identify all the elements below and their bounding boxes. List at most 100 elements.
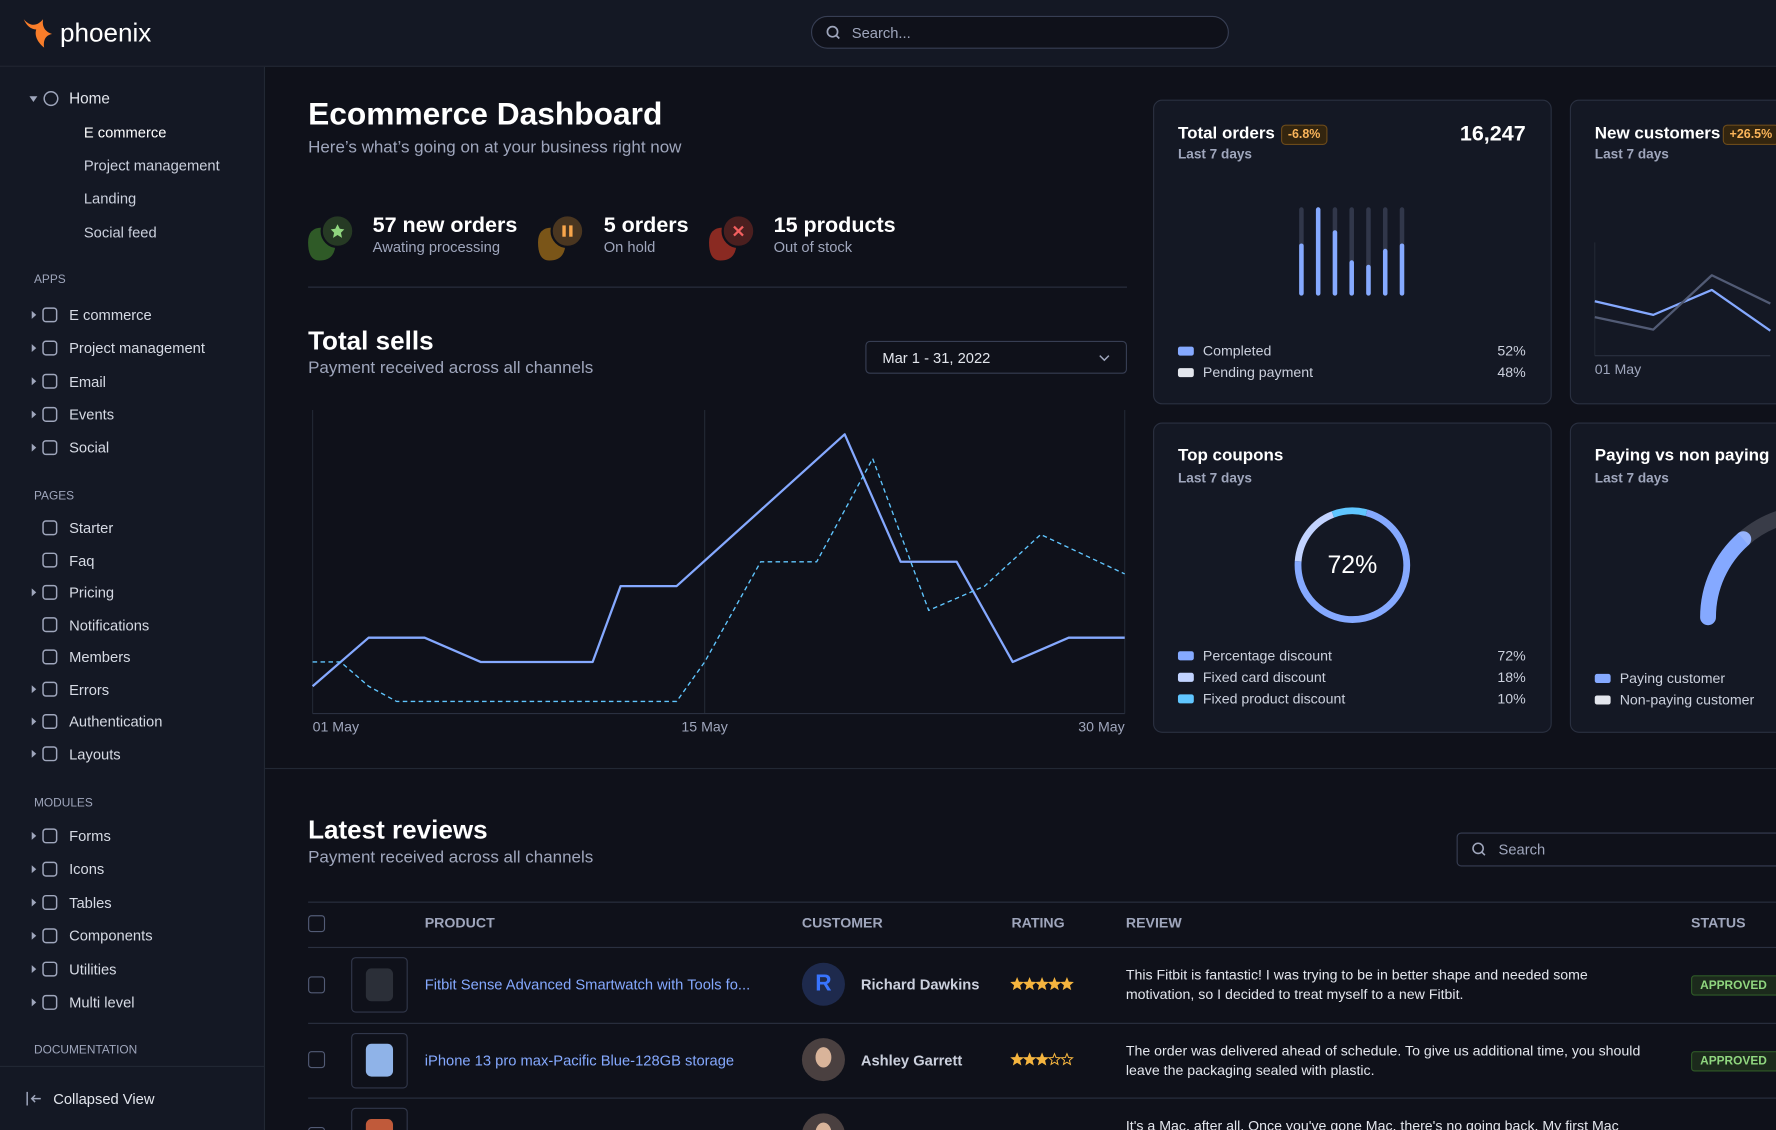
section-divider	[265, 767, 1776, 770]
date-dropdown[interactable]	[865, 340, 1127, 374]
rating-star	[1047, 977, 1062, 991]
column-header: REVIEW	[1125, 915, 1182, 932]
avatar	[801, 962, 845, 1006]
nav-item[interactable]: Events	[69, 405, 115, 423]
stat-glyph	[733, 225, 744, 237]
stat-glyph	[562, 225, 566, 237]
nav-item[interactable]: Starter	[69, 519, 114, 537]
donut-segment	[1331, 507, 1368, 518]
nav-item[interactable]: Errors	[69, 680, 110, 698]
nav-item[interactable]: Forms	[69, 827, 111, 845]
nav-item[interactable]: Utilities	[69, 960, 117, 978]
line-series	[311, 433, 1125, 688]
column-header: STATUS	[1691, 915, 1746, 932]
x-tick-label: 15 May	[681, 719, 728, 736]
nav-subitem[interactable]: Social feed	[83, 223, 157, 241]
search-box[interactable]	[810, 15, 1229, 49]
caret	[31, 898, 37, 907]
rating-star	[1035, 977, 1049, 991]
gauge-segment	[1738, 511, 1776, 546]
legend-label: Paying customer	[1619, 670, 1726, 687]
caret	[31, 717, 37, 726]
legend-value: 52%	[1497, 343, 1526, 360]
nav-icon	[42, 552, 58, 568]
review-text: This Fitbit is fantastic! I was trying t…	[1125, 967, 1588, 1003]
nav-item[interactable]: Social	[69, 439, 110, 457]
nav-subitem[interactable]: E commerce	[83, 124, 167, 142]
nav-item[interactable]: Members	[69, 648, 131, 666]
donut-segment	[1294, 511, 1335, 562]
bar	[1299, 243, 1304, 296]
nav-section-title: DOCUMENTATION	[33, 1043, 138, 1057]
product-image	[365, 1043, 394, 1077]
checkbox[interactable]	[308, 1126, 326, 1130]
bar	[1399, 243, 1405, 296]
caret	[31, 998, 37, 1007]
legend-swatch	[1594, 695, 1611, 705]
nav-item[interactable]: Pricing	[69, 583, 115, 601]
nav-item[interactable]: Faq	[69, 551, 95, 569]
legend-swatch	[1177, 368, 1194, 378]
nav-item[interactable]: Icons	[69, 860, 105, 878]
nav-item[interactable]: Project management	[69, 339, 205, 357]
collapse-button[interactable]: Collapsed View	[53, 1090, 155, 1108]
nav-subitem[interactable]: Landing	[83, 189, 137, 207]
nav-icon	[42, 340, 58, 356]
review-text: It's a Mac, after all. Once you've gone …	[1125, 1117, 1619, 1130]
caret	[31, 377, 37, 386]
section-title: Latest reviews	[308, 814, 488, 845]
nav-item[interactable]: Notifications	[69, 616, 150, 634]
nav-item[interactable]: Tables	[69, 893, 112, 911]
card	[1153, 422, 1552, 733]
card-subtitle: Last 7 days	[1594, 146, 1669, 162]
legend-label: Fixed product discount	[1202, 690, 1346, 707]
line-series	[312, 457, 1126, 703]
product-link[interactable]: Fitbit Sense Advanced Smartwatch with To…	[424, 975, 751, 993]
page-title: Ecommerce Dashboard	[308, 96, 663, 132]
table-line	[308, 901, 1776, 903]
caret	[31, 344, 37, 353]
card	[1569, 99, 1776, 405]
legend-value: 48%	[1497, 364, 1526, 381]
rating-star	[1010, 977, 1025, 991]
section-subtitle: Payment received across all channels	[308, 358, 594, 378]
x-tick-label: 01 May	[312, 719, 360, 736]
checkbox[interactable]	[308, 1051, 326, 1069]
product-image	[365, 968, 394, 1002]
nav-item[interactable]: Home	[69, 90, 110, 108]
caret	[31, 310, 37, 319]
nav-icon	[42, 406, 58, 422]
gauge-segment	[1700, 531, 1752, 626]
nav-icon	[42, 520, 58, 536]
caret	[31, 749, 37, 758]
nav-subitem[interactable]: Project management	[83, 156, 220, 174]
rating-star	[1035, 1052, 1049, 1066]
nav-icon	[42, 861, 58, 877]
stat-glyph	[330, 224, 345, 238]
donut-segment	[1294, 509, 1411, 623]
donut-center-label: 72%	[1327, 550, 1378, 579]
rating-star	[1047, 1052, 1062, 1066]
nav-item[interactable]: Components	[69, 927, 153, 945]
product-link[interactable]: iPhone 13 pro max-Pacific Blue-128GB sto…	[424, 1051, 735, 1069]
review-search[interactable]	[1456, 832, 1776, 867]
row-line	[308, 1022, 1776, 1024]
rating-star	[1060, 977, 1074, 991]
checkbox[interactable]	[308, 975, 326, 993]
nav-item[interactable]: Multi level	[69, 993, 135, 1011]
checkbox[interactable]	[308, 915, 326, 933]
avatar-face	[815, 1047, 832, 1068]
line-series	[1594, 274, 1771, 331]
nav-item[interactable]: Layouts	[69, 745, 121, 763]
nav-item[interactable]: E commerce	[69, 306, 152, 324]
nav-icon	[42, 307, 58, 323]
caret	[31, 410, 37, 419]
section-subtitle: Payment received across all channels	[308, 847, 594, 868]
date-range: Mar 1 - 31, 2022	[882, 348, 991, 366]
card-title: Paying vs non paying	[1594, 445, 1770, 465]
nav-icon	[42, 440, 58, 456]
nav-item[interactable]: Email	[69, 372, 106, 390]
search-icon	[826, 25, 839, 38]
nav-item[interactable]: Authentication	[69, 713, 163, 730]
